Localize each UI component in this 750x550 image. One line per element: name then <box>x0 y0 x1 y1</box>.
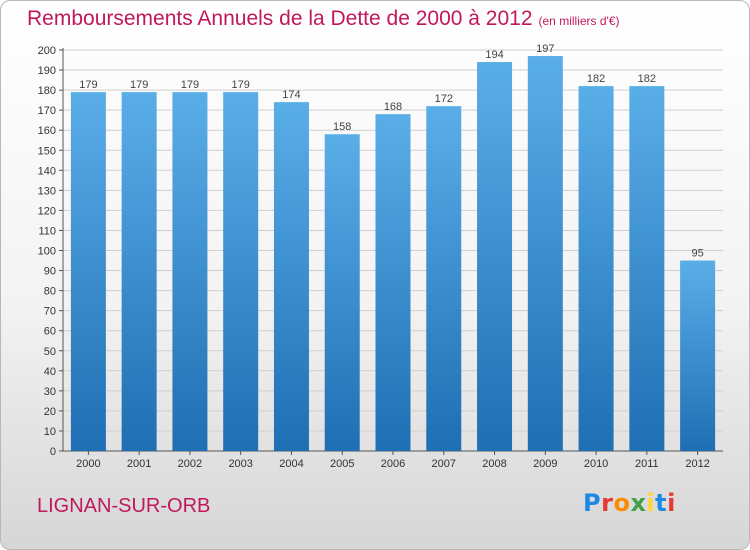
x-tick-label: 2004 <box>279 458 303 470</box>
x-tick-label: 2007 <box>432 458 456 470</box>
bar-value-label: 158 <box>333 121 351 133</box>
y-tick-label: 150 <box>38 145 56 157</box>
bar <box>578 86 614 451</box>
logo-letter: x <box>630 489 647 517</box>
logo-letter: r <box>601 489 614 517</box>
y-tick-label: 180 <box>38 85 56 97</box>
commune-name: LIGNAN-SUR-ORB <box>37 495 211 517</box>
bar <box>426 106 462 451</box>
logo-letter: i <box>667 489 676 517</box>
y-tick-label: 190 <box>38 65 56 77</box>
bar-value-label: 182 <box>638 73 656 85</box>
logo-letter: P <box>583 489 602 517</box>
x-tick-label: 2003 <box>228 458 252 470</box>
x-tick-label: 2006 <box>381 458 405 470</box>
bar <box>527 56 563 451</box>
chart-title: Remboursements Annuels de la Dette de 20… <box>27 7 620 31</box>
y-tick-label: 120 <box>38 205 56 217</box>
x-tick-label: 2000 <box>76 458 100 470</box>
x-tick-label: 2012 <box>685 458 709 470</box>
y-tick-label: 20 <box>44 406 56 418</box>
y-tick-label: 10 <box>44 426 56 438</box>
logo-letter: i <box>646 489 656 517</box>
value-labels: 179 179 179 179 174 158 168 172 194 197 182 182 95 <box>79 43 704 260</box>
bar-value-label: 179 <box>130 79 148 91</box>
chart-subtitle: (en milliers d'€) <box>538 14 620 28</box>
bar <box>273 102 309 451</box>
bars <box>70 56 716 451</box>
x-tick-label: 2011 <box>635 458 659 470</box>
y-tick-label: 160 <box>38 125 56 137</box>
tick-labels: 0 10 20 30 40 50 60 70 80 90 100 110 120 130 140 150 160… <box>38 45 710 470</box>
y-tick-label: 30 <box>44 386 56 398</box>
chart-title-text: Remboursements Annuels de la Dette de 20… <box>27 7 533 30</box>
bar <box>70 92 106 451</box>
y-tick-label: 90 <box>44 266 56 278</box>
bar <box>477 62 513 451</box>
x-tick-label: 2001 <box>127 458 151 470</box>
y-tick-label: 80 <box>44 286 56 298</box>
bar <box>680 260 716 451</box>
bar-value-label: 172 <box>435 93 453 105</box>
y-tick-label: 60 <box>44 326 56 338</box>
bar <box>629 86 665 451</box>
bar-value-label: 174 <box>282 89 300 101</box>
y-tick-label: 140 <box>38 165 56 177</box>
bar-value-label: 95 <box>691 248 703 260</box>
y-tick-label: 110 <box>38 225 56 237</box>
x-tick-label: 2010 <box>584 458 608 470</box>
y-tick-label: 130 <box>38 185 56 197</box>
proxiti-logo: Proxiti <box>583 489 676 517</box>
bar <box>324 134 360 451</box>
x-tick-label: 2009 <box>533 458 557 470</box>
logo-letter: o <box>613 489 631 517</box>
y-tick-label: 170 <box>38 105 56 117</box>
y-tick-label: 40 <box>44 366 56 378</box>
bar-value-label: 197 <box>536 43 554 55</box>
y-tick-label: 70 <box>44 306 56 318</box>
bar-value-label: 168 <box>384 101 402 113</box>
bar-value-label: 179 <box>181 79 199 91</box>
y-tick-label: 50 <box>44 346 56 358</box>
x-tick-label: 2008 <box>482 458 506 470</box>
bar <box>121 92 157 451</box>
bar <box>375 114 411 451</box>
bar <box>172 92 208 451</box>
bar-value-label: 179 <box>79 79 97 91</box>
bar-value-label: 179 <box>232 79 250 91</box>
logo-letter: t <box>655 489 668 517</box>
y-tick-label: 0 <box>50 446 56 458</box>
bar-value-label: 194 <box>485 49 503 61</box>
y-tick-label: 200 <box>38 45 56 57</box>
x-tick-label: 2005 <box>330 458 354 470</box>
x-tick-label: 2002 <box>178 458 202 470</box>
y-tick-label: 100 <box>38 246 56 258</box>
bar <box>223 92 259 451</box>
bar-value-label: 182 <box>587 73 605 85</box>
